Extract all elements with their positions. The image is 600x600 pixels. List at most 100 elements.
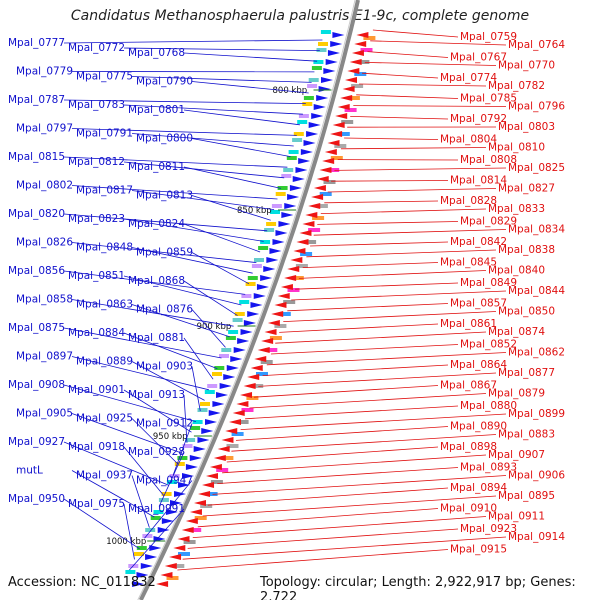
gene-arrow-right [299, 230, 312, 236]
gene-label-right: Mpal_0861 [440, 318, 497, 330]
feature-block-right [205, 492, 218, 496]
gene-leader-left [183, 337, 214, 380]
feature-block-right [221, 456, 234, 460]
feature-block-right [256, 372, 268, 376]
gene-leader-right [258, 372, 497, 387]
gene-label-left: Mpal_0912 [136, 418, 193, 430]
gene-arrow-right [236, 401, 249, 407]
feature-block-left [275, 192, 286, 196]
gene-arrow-right [267, 320, 280, 326]
gene-leader-left [183, 166, 281, 189]
gene-label-right: Mpal_0808 [460, 154, 517, 166]
gene-arrow-left [212, 401, 225, 407]
gene-arrow-right [257, 347, 270, 353]
gene-leader-right [212, 475, 507, 495]
feature-block-right [194, 516, 207, 520]
accession-text: Accession: NC_011832 [8, 575, 156, 590]
gene-label-right: Mpal_0827 [498, 183, 555, 195]
feature-block-left [136, 546, 147, 550]
gene-arrow-left [149, 545, 162, 551]
feature-block-right [241, 408, 254, 412]
gene-leader-left [144, 480, 193, 539]
gene-leader-right [302, 262, 439, 268]
gene-leader-left [183, 109, 300, 126]
gene-arrow-left [320, 77, 333, 83]
gene-label-right: Mpal_0857 [450, 298, 507, 310]
gene-arrow-right [205, 473, 218, 479]
gene-leader-left [63, 441, 169, 486]
feature-block-right [312, 216, 325, 220]
gene-arrow-right [274, 302, 287, 308]
gene-arrow-left [292, 176, 305, 182]
gene-arrow-left [223, 374, 236, 380]
gene-label-left: Mpal_0908 [8, 379, 65, 391]
gene-arrow-left [145, 554, 158, 560]
gene-arrow-left [266, 257, 279, 263]
gene-leader-left [63, 270, 246, 295]
gene-arrow-left [197, 437, 210, 443]
gene-arrow-right [284, 275, 297, 281]
gene-label-right: Mpal_0906 [508, 470, 565, 482]
gene-arrow-right [340, 95, 353, 101]
gene-leader-left [63, 99, 306, 104]
gene-arrow-left [247, 311, 260, 317]
gene-label-right: Mpal_0829 [460, 216, 517, 228]
gene-label-left: mutL [16, 465, 43, 477]
gene-label-right: Mpal_0874 [488, 326, 545, 338]
gene-leader-left [131, 133, 294, 147]
feature-block-left [153, 510, 164, 514]
gene-leader-left [123, 161, 285, 179]
feature-block-left [225, 336, 236, 340]
gene-leader-right [313, 229, 507, 236]
gene-label-right: Mpal_0864 [450, 359, 507, 371]
feature-block-right [337, 132, 350, 136]
gene-arrow-right [185, 518, 198, 524]
gene-arrow-right [250, 365, 263, 371]
gene-label-left: Mpal_0903 [136, 361, 193, 373]
gene-arrow-left [201, 428, 214, 434]
feature-block-left [219, 354, 229, 358]
feature-block-right [295, 264, 308, 268]
gene-label-left: Mpal_0927 [8, 436, 65, 448]
feature-block-left [142, 534, 153, 538]
gene-label-left: Mpal_0790 [136, 76, 193, 88]
gene-arrow-right [330, 131, 343, 137]
gene-label-left: Mpal_0812 [68, 156, 125, 168]
feature-block-right [231, 432, 244, 436]
topology-text: Topology: circular; Length: 2,922,917 bp… [260, 575, 576, 600]
gene-arrow-left [332, 32, 345, 38]
feature-block-left [307, 84, 318, 88]
gene-leader-right [279, 323, 439, 333]
gene-arrow-right [202, 482, 215, 488]
kbp-tick-label: 950 kbp [153, 432, 188, 442]
gene-arrow-right [277, 293, 290, 299]
feature-block-right [291, 276, 304, 280]
gene-leader-right [231, 434, 497, 452]
gene-arrow-left [170, 500, 182, 506]
gene-leader-right [340, 147, 487, 150]
feature-block-right [334, 144, 347, 148]
gene-arrow-left [230, 356, 243, 362]
feature-block-left [214, 366, 225, 370]
gene-arrow-left [189, 455, 202, 461]
gene-arrow-left [157, 527, 170, 533]
gene-label-right: Mpal_0895 [498, 490, 555, 502]
feature-block-left [318, 42, 328, 46]
feature-block-left [245, 282, 256, 286]
gene-leader-left [71, 128, 297, 136]
gene-label-left: Mpal_0797 [16, 123, 73, 135]
feature-block-right [210, 480, 223, 484]
gene-arrow-left [243, 320, 256, 326]
gene-label-right: Mpal_0877 [498, 367, 555, 379]
gene-arrow-left [284, 203, 297, 209]
gene-leader-left [71, 299, 234, 327]
gene-leader-left [123, 218, 264, 242]
gene-leader-right [287, 303, 449, 312]
gene-leader-right [327, 188, 497, 193]
gene-label-left: Mpal_0881 [128, 332, 185, 344]
gene-leader-left [63, 498, 140, 550]
gene-leader-right [240, 413, 507, 430]
gene-arrow-left [208, 410, 221, 416]
gene-label-left: Mpal_0950 [8, 493, 65, 505]
gene-arrow-right [319, 167, 332, 173]
